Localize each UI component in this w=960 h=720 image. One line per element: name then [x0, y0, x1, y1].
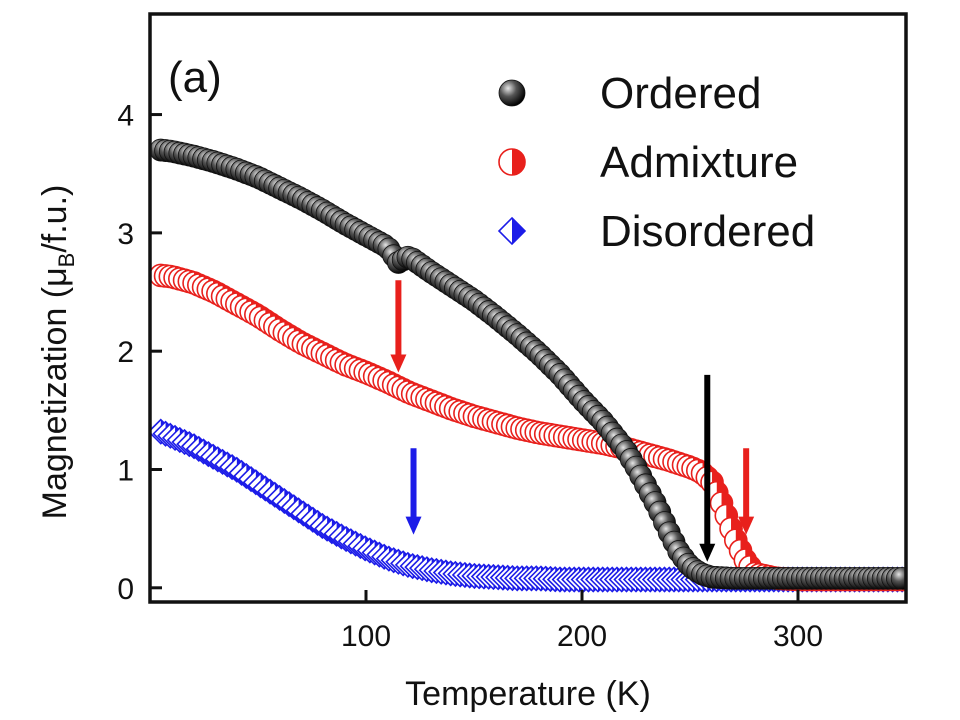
y-tick-label: 4	[117, 100, 134, 133]
series-admixture	[150, 263, 906, 592]
panel-label: (a)	[168, 53, 222, 102]
annotation-arrow	[390, 280, 407, 373]
y-axis-title-sub: B	[54, 253, 79, 268]
annotation-arrow	[738, 448, 755, 535]
legend-label-disordered: Disordered	[600, 207, 815, 256]
legend-marker-shape	[497, 216, 527, 246]
x-tick-label: 200	[557, 620, 607, 653]
x-tick-label: 100	[341, 620, 391, 653]
legend-label-admixture: Admixture	[600, 138, 798, 187]
x-axis-title: Temperature (K)	[405, 675, 651, 713]
y-tick-label: 2	[117, 336, 134, 369]
legend-marker-disordered	[497, 216, 527, 246]
series-disordered	[150, 418, 906, 593]
legend-marker-shape	[498, 79, 526, 107]
plot-content	[150, 138, 906, 593]
y-tick-label: 1	[117, 454, 134, 487]
data-point-ordered	[890, 566, 906, 590]
annotation-arrow	[405, 448, 422, 535]
y-tick-label: 3	[117, 218, 134, 251]
x-tick-label: 300	[773, 620, 823, 653]
plot-frame	[148, 12, 908, 604]
y-tick-label: 0	[117, 573, 134, 606]
axis-ticks: 100 200 300 0 1 2 3 4	[117, 100, 823, 653]
annotation-arrow	[699, 374, 716, 562]
y-axis-title: Magnetization (μB/f.u.)	[36, 185, 79, 520]
annotation-arrows	[390, 280, 755, 562]
legend-marker-ordered	[498, 79, 526, 107]
series-ordered	[150, 138, 906, 590]
y-axis-title-main: Magnetization (μ	[36, 267, 74, 519]
legend: Ordered Admixture Disordered	[497, 69, 815, 256]
legend-marker-shape	[498, 148, 526, 176]
legend-marker-admixture	[498, 148, 526, 176]
legend-label-ordered: Ordered	[600, 69, 761, 118]
y-axis-title-tail: /f.u.)	[36, 185, 74, 253]
